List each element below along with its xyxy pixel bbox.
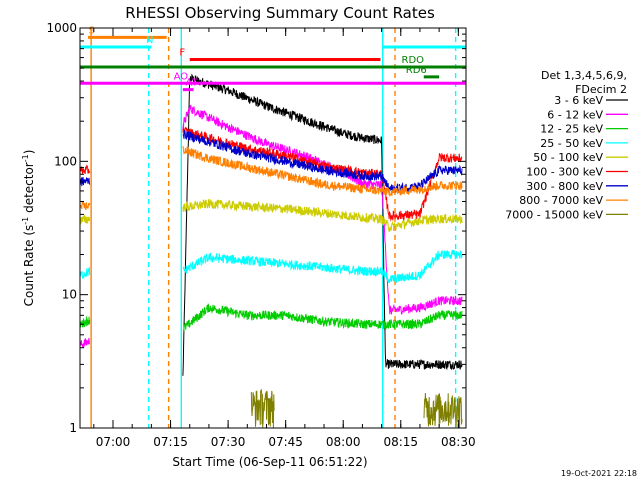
x-tick-label: 08:15 — [383, 435, 418, 449]
flag-label-s: S — [88, 25, 94, 36]
y-tick-label: 100 — [54, 154, 77, 168]
series-line-4 — [80, 199, 463, 232]
flag-label-rdo: RDO — [402, 55, 425, 66]
plot-frame — [79, 27, 467, 429]
legend-header: FDecim 2 — [575, 83, 627, 96]
flag-label-at: AT — [186, 78, 199, 89]
x-tick-label: 08:00 — [326, 435, 361, 449]
legend-header: Det 1,3,4,5,6,9, — [541, 69, 627, 82]
y-axis-label: Count Rate (s-1 detector-1) — [21, 150, 36, 307]
series-line-8 — [250, 388, 463, 428]
flag-label-rd6: RD6 — [406, 65, 427, 76]
series-line-6 — [80, 129, 463, 194]
flag-label-n: N — [146, 35, 153, 46]
flag-label-f: F — [179, 48, 185, 59]
legend-entry-label: 12 - 25 keV — [540, 123, 603, 136]
chart-title: RHESSI Observing Summary Count Rates — [125, 4, 435, 22]
series-line-7 — [80, 145, 463, 211]
y-tick-label: 1 — [69, 421, 77, 435]
generation-timestamp: 19-Oct-2021 22:18 — [561, 469, 637, 478]
x-tick-label: 07:15 — [153, 435, 188, 449]
x-tick-label: 07:30 — [211, 435, 246, 449]
legend-entry-label: 7000 - 15000 keV — [505, 208, 603, 221]
x-tick-label: 07:45 — [268, 435, 303, 449]
legend-entry-label: 6 - 12 keV — [547, 108, 603, 121]
legend-entry-label: 25 - 50 keV — [540, 137, 603, 150]
legend-entry-label: 300 - 800 keV — [526, 180, 603, 193]
series-line-2 — [80, 303, 463, 332]
flag-label-ao: AO — [174, 71, 189, 82]
series-line-0 — [182, 73, 463, 376]
x-tick-label: 07:00 — [96, 435, 131, 449]
x-axis-label: Start Time (06-Sep-11 06:51:22) — [172, 455, 367, 469]
y-tick-label: 10 — [62, 288, 77, 302]
legend-entry-label: 50 - 100 keV — [533, 151, 603, 164]
legend-entry-label: 3 - 6 keV — [554, 94, 603, 107]
y-tick-label: 1000 — [46, 21, 77, 35]
x-tick-label: 08:30 — [441, 435, 476, 449]
plot-area — [80, 28, 466, 428]
legend-entry-label: 100 - 300 keV — [526, 166, 603, 179]
legend-entry-label: 800 - 7000 keV — [519, 194, 603, 207]
series-line-3 — [80, 249, 463, 283]
